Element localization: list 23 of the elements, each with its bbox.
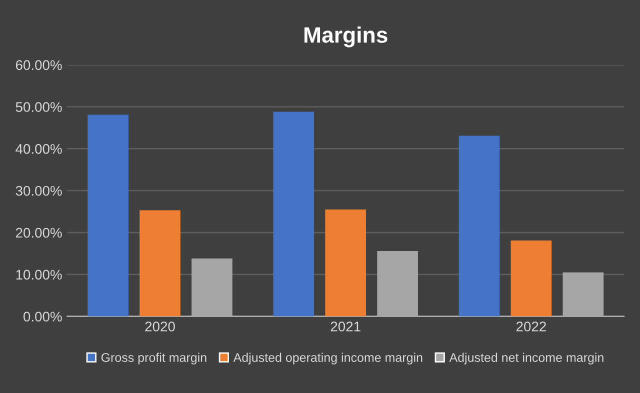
- y-tick-label: 50.00%: [16, 102, 62, 112]
- legend-label: Gross profit margin: [101, 352, 206, 364]
- y-tick-label: 30.00%: [16, 186, 62, 196]
- bar: [273, 112, 314, 316]
- y-tick-label: 40.00%: [16, 144, 62, 154]
- legend-label: Adjusted operating income margin: [233, 352, 422, 364]
- y-tick-label: 10.00%: [16, 270, 62, 280]
- bar: [88, 114, 128, 316]
- legend-label: Adjusted net income margin: [449, 352, 604, 364]
- x-tick-label: 2020: [145, 322, 175, 332]
- x-tick-label: 2022: [516, 322, 546, 332]
- bar: [325, 209, 366, 316]
- bar: [140, 210, 180, 316]
- chart-title: Margins: [304, 26, 388, 48]
- y-tick-label: 20.00%: [16, 228, 62, 238]
- bar: [377, 250, 418, 316]
- y-tick-label: 60.00%: [16, 60, 62, 70]
- bar: [510, 240, 552, 316]
- bar: [458, 136, 500, 316]
- bar: [562, 272, 604, 316]
- y-tick-label: 0.00%: [24, 312, 62, 322]
- x-tick-label: 2021: [330, 322, 360, 332]
- bar: [192, 258, 232, 316]
